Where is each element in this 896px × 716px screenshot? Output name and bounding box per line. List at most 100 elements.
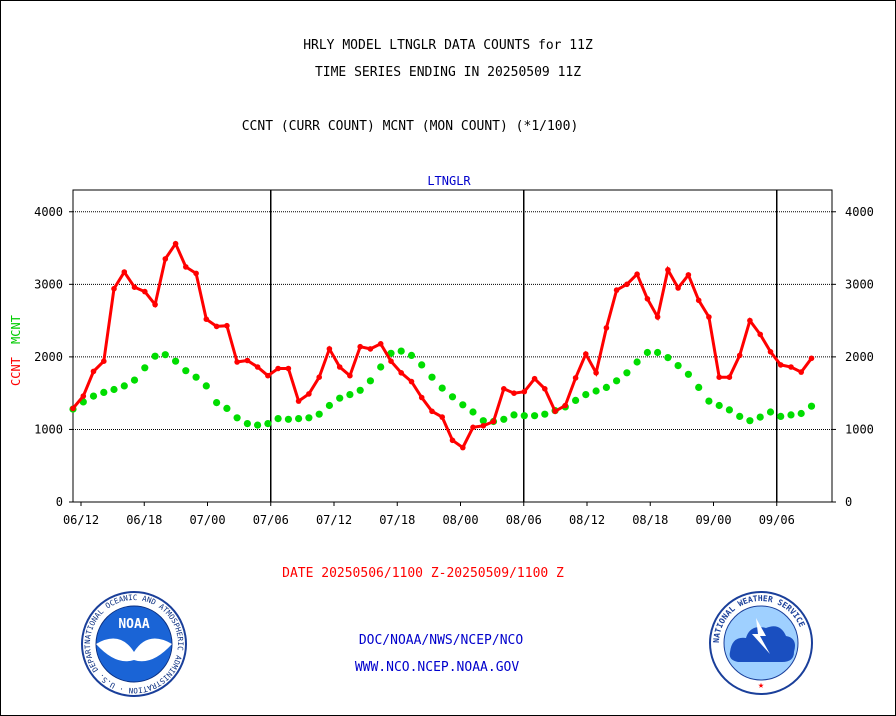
point-mcnt-26 [336,394,344,402]
point-ccnt-11 [183,264,189,270]
point-mcnt-72 [807,402,816,410]
point-mcnt-8 [151,352,159,360]
url-line: WWW.NCO.NCEP.NOAA.GOV [354,660,520,675]
point-ccnt-15 [224,322,230,329]
point-ccnt-71 [798,369,804,375]
point-ccnt-25 [326,346,333,352]
point-ccnt-67 [757,331,763,338]
point-mcnt-29 [366,377,374,385]
noaa-logo: NOAA NATIONAL OCEANIC AND ATMOSPHERIC AD… [80,590,187,697]
point-mcnt-34 [418,361,426,369]
point-mcnt-69 [777,412,785,420]
point-ccnt-54 [624,281,630,288]
point-mcnt-43 [510,411,518,419]
point-mcnt-31 [387,349,395,357]
star-icon: ★ [758,680,764,691]
y-tick-label-left-2000: 2000 [34,350,63,364]
point-ccnt-64 [726,374,733,381]
y-label-ccnt: CCNT [9,357,23,386]
y-tick-label-right-4000: 4000 [845,205,874,219]
point-ccnt-61 [695,297,702,304]
point-mcnt-62 [705,397,713,405]
subtitle: CCNT (CURR COUNT) MCNT (MON COUNT) (*1/1… [241,119,579,134]
point-ccnt-13 [203,316,210,323]
x-tick-label-10: 09/00 [695,513,731,527]
point-ccnt-63 [716,374,722,381]
point-ccnt-70 [788,364,794,370]
y-tick-label-right-2000: 2000 [845,350,874,364]
x-tick-label-11: 09/06 [759,513,795,527]
point-ccnt-57 [654,314,661,320]
point-mcnt-16 [233,414,241,422]
point-mcnt-33 [407,351,416,359]
point-ccnt-69 [777,362,784,368]
point-mcnt-35 [428,373,436,381]
point-mcnt-23 [305,414,313,422]
x-tick-label-3: 07/06 [253,513,289,527]
point-mcnt-38 [459,401,467,409]
point-mcnt-9 [161,351,169,359]
point-mcnt-18 [254,421,262,429]
point-ccnt-52 [603,325,610,331]
point-ccnt-10 [172,240,179,247]
y-tick-label-left-3000: 3000 [34,277,63,291]
point-ccnt-16 [234,359,240,365]
point-mcnt-50 [582,391,590,399]
point-mcnt-3 [100,388,108,396]
point-ccnt-35 [429,408,435,415]
point-ccnt-2 [90,368,97,375]
point-mcnt-15 [223,404,231,412]
x-tick-label-0: 06/12 [63,513,99,527]
point-mcnt-42 [500,415,508,423]
point-ccnt-8 [152,301,158,308]
point-mcnt-67 [756,413,764,421]
point-ccnt-42 [501,386,507,392]
noaa-logo-text: NOAA [118,617,149,632]
point-ccnt-23 [306,391,312,397]
point-mcnt-25 [325,401,333,410]
point-ccnt-66 [747,317,753,324]
y-axis-right: 0 1000 2000 3000 4000 [832,205,874,509]
title-line-1: HRLY MODEL LTNGLR DATA COUNTS for 11Z [303,38,593,53]
point-ccnt-28 [357,343,364,350]
point-mcnt-24 [315,410,323,418]
point-ccnt-62 [706,314,712,320]
point-ccnt-40 [480,423,487,429]
point-mcnt-40 [479,417,487,425]
point-mcnt-63 [715,401,723,410]
point-ccnt-53 [613,287,620,293]
point-mcnt-30 [377,363,385,371]
point-ccnt-1 [80,393,87,399]
y-axis-left: 0 1000 2000 3000 4000 [34,205,73,509]
point-ccnt-55 [634,271,640,278]
y-label-mcnt: MCNT [9,315,23,344]
point-mcnt-27 [346,391,354,399]
point-ccnt-22 [295,398,302,404]
point-mcnt-20 [274,415,282,423]
x-tick-label-2: 07/00 [189,513,225,527]
x-tick-label-8: 08/12 [569,513,605,527]
point-mcnt-53 [613,377,621,385]
point-mcnt-64 [725,406,734,414]
point-ccnt-51 [593,370,599,376]
point-mcnt-4 [110,385,118,394]
y-tick-label-left-1000: 1000 [34,422,63,436]
point-ccnt-37 [449,437,456,444]
point-mcnt-56 [643,348,652,357]
point-ccnt-59 [675,285,681,291]
point-ccnt-3 [101,358,107,365]
point-ccnt-72 [808,355,815,362]
point-ccnt-60 [685,272,692,278]
point-mcnt-59 [674,362,682,370]
point-mcnt-70 [787,411,795,419]
y-tick-label-left-4000: 4000 [34,205,63,219]
point-ccnt-29 [367,346,374,352]
point-ccnt-31 [388,358,394,365]
x-axis: 06/12 06/18 07/00 07/06 07/12 07/18 08/00 08/06… [63,502,795,527]
point-ccnt-0 [70,405,76,412]
title-line-2: TIME SERIES ENDING IN 20250509 11Z [314,65,582,80]
point-ccnt-6 [131,284,138,291]
point-mcnt-49 [572,396,580,404]
point-ccnt-26 [336,364,343,370]
point-ccnt-17 [244,357,251,364]
